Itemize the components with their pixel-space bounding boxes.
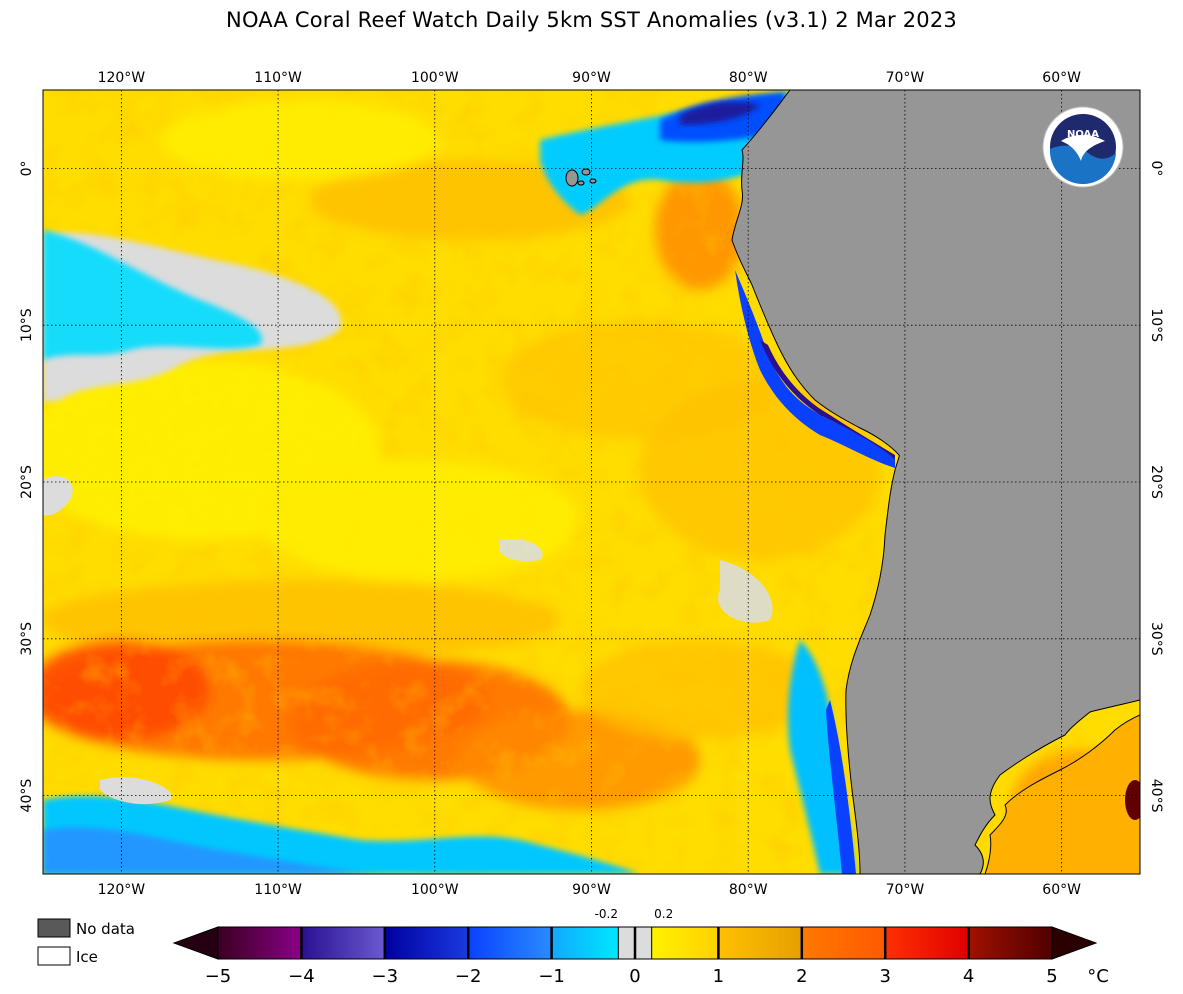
no-data-label: No data <box>76 920 135 938</box>
colorbar-segment <box>885 927 969 959</box>
longitude-labels-top: 120°W 110°W 100°W 90°W 80°W 70°W 60°W <box>98 70 1082 86</box>
lon-label-top: 100°W <box>411 70 459 86</box>
colorbar-low-extend <box>172 926 219 960</box>
colorbar-segment <box>301 927 385 959</box>
colorbar-segment <box>218 927 302 959</box>
lat-label-right: 40°S <box>1148 779 1164 813</box>
lon-label-top: 80°W <box>729 70 768 86</box>
colorbar: −5 −4 −3 −2 −1 0 1 2 3 4 5 -0.2 0.2 °C <box>172 907 1109 987</box>
lat-label-left: 30°S <box>19 622 35 656</box>
colorbar-tick-label: 0 <box>629 966 640 987</box>
latitude-labels-left: 0° 10°S 20°S 30°S 40°S <box>19 160 35 812</box>
map-frame <box>42 89 1141 875</box>
noaa-logo-icon: NOAA <box>1042 106 1124 188</box>
colorbar-tick-label: −3 <box>372 966 399 987</box>
lon-label-bottom: 120°W <box>98 882 146 898</box>
colorbar-segment <box>384 927 469 959</box>
lat-label-left: 40°S <box>19 779 35 813</box>
colorbar-segment <box>651 927 719 959</box>
colorbar-tick-label: 3 <box>879 966 890 987</box>
atlantic-coast-ocean <box>984 714 1140 874</box>
lon-label-top: 110°W <box>254 70 302 86</box>
coastal-cold-strip <box>735 270 895 874</box>
lon-label-bottom: 90°W <box>572 882 611 898</box>
lon-label-bottom: 70°W <box>886 882 925 898</box>
longitude-labels-bottom: 120°W 110°W 100°W 90°W 80°W 70°W 60°W <box>98 882 1082 898</box>
colorbar-tick-label: −5 <box>205 966 232 987</box>
lat-label-right: 10°S <box>1148 308 1164 342</box>
colorbar-segment <box>551 927 619 959</box>
colorbar-tick-label: −1 <box>538 966 565 987</box>
lon-label-bottom: 110°W <box>254 882 302 898</box>
colorbar-threshold-label: -0.2 <box>595 907 618 921</box>
colorbar-tick-label: 2 <box>796 966 807 987</box>
colorbar-unit: °C <box>1087 966 1109 987</box>
lon-label-top: 60°W <box>1042 70 1081 86</box>
map-title: NOAA Coral Reef Watch Daily 5km SST Anom… <box>226 8 957 32</box>
lon-label-bottom: 80°W <box>729 882 768 898</box>
colorbar-tick-label: 5 <box>1046 966 1057 987</box>
graticule <box>43 90 1140 874</box>
svg-text:NOAA: NOAA <box>1067 129 1099 140</box>
latitude-labels-right: 0° 10°S 20°S 30°S 40°S <box>1148 160 1164 812</box>
no-data-swatch <box>37 918 71 938</box>
colorbar-tick-label: −2 <box>455 966 482 987</box>
colorbar-segment <box>968 927 1052 959</box>
colorbar-segment <box>801 927 886 959</box>
map-area[interactable]: NOAA <box>20 90 1150 874</box>
lat-label-left: 20°S <box>19 465 35 499</box>
lon-label-bottom: 100°W <box>411 882 459 898</box>
lat-label-right: 20°S <box>1148 465 1164 499</box>
warm-anomaly-hotspot <box>1125 780 1140 820</box>
ice-label: Ice <box>76 948 98 966</box>
colorbar-tick-label: −4 <box>288 966 315 987</box>
colorbar-threshold-label: 0.2 <box>654 907 673 921</box>
colorbar-segment <box>468 927 552 959</box>
lon-label-bottom: 60°W <box>1042 882 1081 898</box>
lon-label-top: 70°W <box>886 70 925 86</box>
map-legend: No data Ice <box>37 918 135 966</box>
lon-label-top: 120°W <box>98 70 146 86</box>
lat-label-left: 10°S <box>19 308 35 342</box>
colorbar-tick-label: 1 <box>713 966 724 987</box>
colorbar-tick-label: 4 <box>963 966 974 987</box>
lat-label-left: 0° <box>19 160 35 176</box>
colorbar-segment <box>718 927 802 959</box>
ice-swatch <box>37 946 71 966</box>
lat-label-right: 30°S <box>1148 622 1164 656</box>
colorbar-high-extend <box>1051 926 1098 960</box>
lon-label-top: 90°W <box>572 70 611 86</box>
cool-anomaly-regions <box>43 92 790 874</box>
lat-label-right: 0° <box>1148 160 1164 176</box>
